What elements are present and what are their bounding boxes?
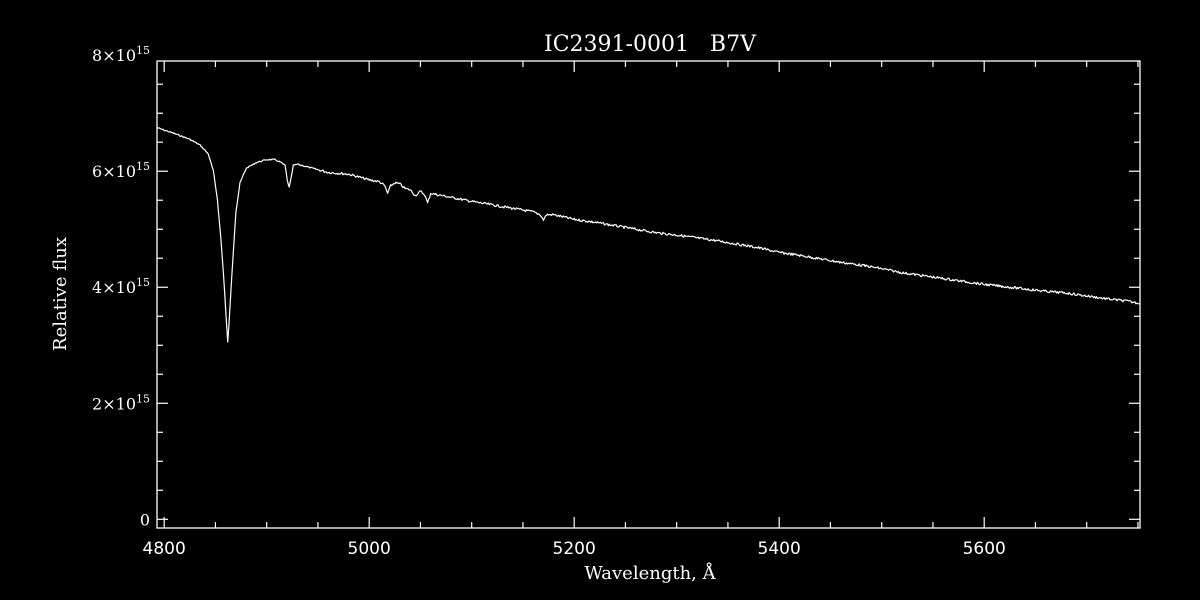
x-axis-label: Wavelength, Å bbox=[584, 562, 716, 584]
y-tick-label: 2×1015 bbox=[92, 392, 150, 413]
chart-title: IC2391-0001 B7V bbox=[544, 32, 757, 57]
x-tick-label: 5000 bbox=[348, 539, 391, 559]
y-axis-label: Relative flux bbox=[50, 237, 71, 351]
y-tick-labels: 0 2×1015 4×1015 6×1015 8×1015 bbox=[92, 44, 150, 529]
x-tick-label: 5600 bbox=[963, 539, 1006, 559]
spectrum-line bbox=[156, 127, 1141, 343]
y-tick-label: 6×1015 bbox=[92, 160, 150, 181]
plot-frame bbox=[156, 60, 1141, 529]
y-tick-label: 0 bbox=[140, 510, 150, 529]
x-tick-label: 5200 bbox=[553, 539, 596, 559]
x-tick-label: 4800 bbox=[143, 539, 186, 559]
x-tick-label: 5400 bbox=[758, 539, 801, 559]
axis-ticks bbox=[157, 61, 1140, 528]
x-tick-labels: 4800 5000 5200 5400 5600 bbox=[143, 539, 1006, 559]
y-tick-label: 8×1015 bbox=[92, 44, 150, 65]
y-tick-label: 4×1015 bbox=[92, 276, 150, 297]
